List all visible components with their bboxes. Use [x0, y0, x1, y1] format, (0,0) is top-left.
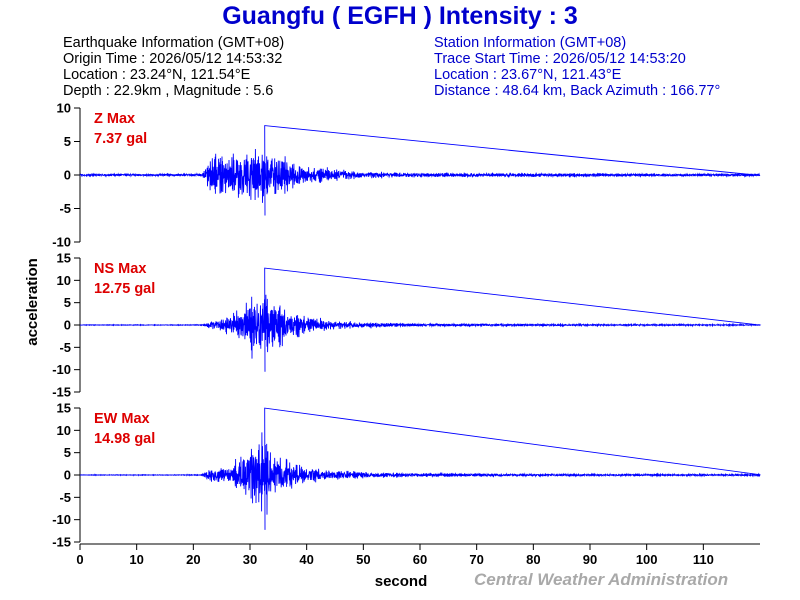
distance-azimuth: Distance : 48.64 km, Back Azimuth : 166.… — [434, 83, 721, 99]
ew-trace — [79, 407, 761, 530]
ew-y-tick-label: 15 — [57, 401, 71, 416]
z-trace — [79, 125, 761, 216]
earthquake-info-heading: Earthquake Information (GMT+08) — [63, 35, 285, 51]
x-tick-label: 60 — [413, 552, 427, 567]
ew-y-tick-label: 0 — [64, 468, 71, 483]
ew-y-tick-label: -15 — [52, 535, 71, 550]
origin-time: Origin Time : 2026/05/12 14:53:32 — [63, 51, 283, 67]
ew-y-tick-label: -5 — [59, 490, 71, 505]
z-y-tick-label: 0 — [64, 168, 71, 183]
ns-trace — [79, 267, 762, 372]
x-tick-label: 110 — [693, 552, 714, 567]
ns-max-value: 12.75 gal — [94, 281, 155, 297]
ew-max-value: 14.98 gal — [94, 431, 155, 447]
chart-title: Guangfu ( EGFH ) Intensity : 3 — [222, 2, 578, 30]
x-tick-label: 70 — [469, 552, 483, 567]
y-axis-label: acceleration — [24, 258, 41, 346]
ns-y-tick-label: -10 — [52, 362, 71, 377]
x-tick-label: 40 — [299, 552, 313, 567]
x-tick-label: 0 — [76, 552, 83, 567]
ns-y-tick-label: 10 — [57, 273, 71, 288]
x-tick-label: 20 — [186, 552, 200, 567]
trace-start-time: Trace Start Time : 2026/05/12 14:53:20 — [434, 51, 686, 67]
z-max-value: 7.37 gal — [94, 131, 147, 147]
ns-y-tick-label: 15 — [57, 251, 71, 266]
epicenter-location: Location : 23.24°N, 121.54°E — [63, 67, 251, 83]
station-info: Station Information (GMT+08) Trace Start… — [434, 35, 720, 99]
x-tick-label: 90 — [583, 552, 597, 567]
x-axis-label: second — [375, 573, 428, 590]
ew-y-tick-label: 5 — [64, 445, 71, 460]
station-info-heading: Station Information (GMT+08) — [434, 35, 627, 51]
depth-magnitude: Depth : 22.9km , Magnitude : 5.6 — [63, 83, 274, 99]
x-tick-label: 10 — [129, 552, 143, 567]
z-y-tick-label: 5 — [64, 134, 71, 149]
earthquake-info: Earthquake Information (GMT+08) Origin T… — [63, 35, 284, 99]
station-location: Location : 23.67°N, 121.43°E — [434, 67, 622, 83]
ns-max-label: NS Max — [94, 261, 146, 277]
ns-y-tick-label: 5 — [64, 295, 71, 310]
ns-y-tick-label: -5 — [59, 340, 71, 355]
ew-y-tick-label: 10 — [57, 423, 71, 438]
ns-y-tick-label: -15 — [52, 385, 71, 400]
x-tick-label: 100 — [636, 552, 658, 567]
z-y-tick-label: -10 — [52, 235, 71, 250]
z-y-tick-label: 10 — [57, 101, 71, 116]
z-y-tick-label: -5 — [59, 201, 71, 216]
credit-label: Central Weather Administration — [474, 570, 729, 589]
x-tick-label: 80 — [526, 552, 540, 567]
ew-max-label: EW Max — [94, 411, 150, 427]
x-tick-label: 30 — [243, 552, 257, 567]
x-tick-label: 50 — [356, 552, 370, 567]
ew-y-tick-label: -10 — [52, 512, 71, 527]
ns-y-tick-label: 0 — [64, 318, 71, 333]
z-max-label: Z Max — [94, 111, 135, 127]
